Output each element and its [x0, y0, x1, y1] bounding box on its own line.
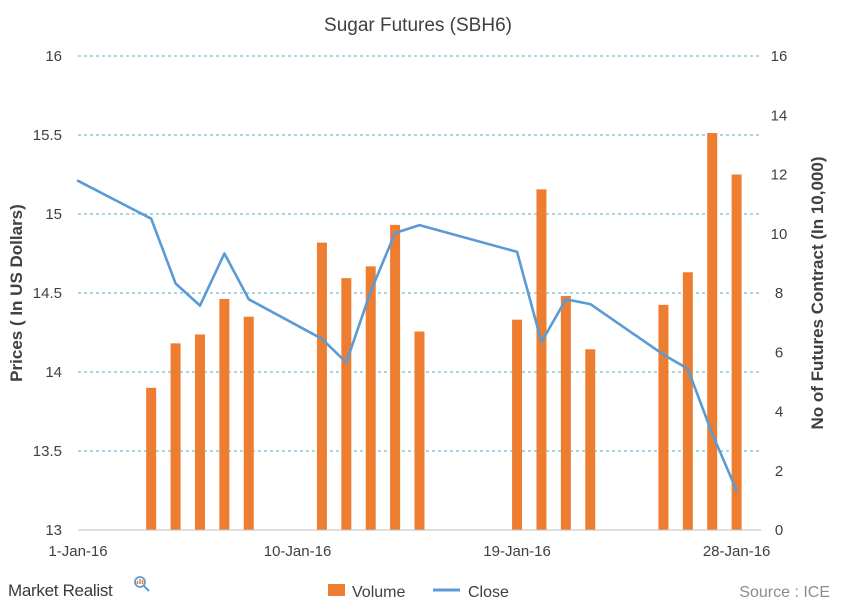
right-tick-label: 0: [775, 522, 783, 539]
right-tick-label: 12: [771, 167, 788, 184]
volume-bar: [682, 272, 693, 530]
right-tick-label: 8: [775, 285, 783, 302]
right-tick-label: 10: [771, 226, 788, 243]
volume-bar: [560, 295, 571, 530]
market-realist-logo: Market Realist: [8, 576, 150, 600]
left-tick-label: 15: [45, 206, 62, 223]
volume-bar: [316, 242, 327, 530]
right-tick-label: 6: [775, 344, 783, 361]
left-tick-label: 13.5: [33, 443, 62, 460]
left-tick-label: 14.5: [33, 285, 62, 302]
legend-close-label: Close: [468, 584, 509, 601]
x-tick-label: 19-Jan-16: [483, 543, 551, 560]
volume-bar: [194, 334, 205, 530]
right-axis-label: No of Futures Contract (In 10,000): [808, 157, 827, 430]
volume-bar: [414, 331, 425, 530]
volume-bar: [146, 387, 157, 530]
volume-bar: [731, 174, 742, 530]
x-tick-label: 10-Jan-16: [264, 543, 332, 560]
x-tick-label: 28-Jan-16: [703, 543, 771, 560]
volume-bar: [707, 133, 718, 530]
source-note: Source : ICE: [739, 584, 830, 601]
volume-bar: [536, 189, 547, 530]
brand-text: Market Realist: [8, 581, 113, 600]
left-axis-ticks: 13 13.5 14 14.5 15 15.5 16: [33, 48, 62, 539]
close-line: [76, 179, 738, 492]
left-axis-label: Prices ( In US Dollars): [7, 204, 26, 382]
right-tick-label: 4: [775, 404, 783, 421]
volume-bar: [170, 343, 181, 530]
right-tick-label: 14: [771, 107, 788, 124]
volume-bar: [512, 319, 523, 530]
volume-bars: [146, 133, 742, 531]
left-tick-label: 14: [45, 364, 62, 381]
left-tick-label: 15.5: [33, 127, 62, 144]
x-tick-label: 1-Jan-16: [48, 543, 107, 560]
left-tick-label: 16: [45, 48, 62, 65]
legend-volume-swatch: [328, 584, 345, 596]
volume-bar: [219, 298, 230, 530]
right-tick-label: 2: [775, 463, 783, 480]
legend: Volume Close: [328, 584, 509, 601]
chart-title: Sugar Futures (SBH6): [324, 15, 512, 36]
volume-bar: [341, 278, 352, 530]
right-tick-label: 16: [771, 48, 788, 65]
x-axis-ticks: 1-Jan-16 10-Jan-16 19-Jan-16 28-Jan-16: [48, 543, 770, 560]
legend-volume-label: Volume: [352, 584, 405, 601]
close-line-series: [76, 179, 738, 492]
volume-bar: [365, 266, 376, 530]
left-tick-label: 13: [45, 522, 62, 539]
volume-bar: [585, 349, 596, 530]
volume-bar: [658, 304, 669, 530]
right-axis-ticks: 0 2 4 6 8 10 12 14 16: [771, 48, 788, 539]
volume-bar: [243, 316, 254, 530]
magnifier-icon: [134, 576, 150, 592]
volume-bar: [390, 224, 401, 531]
